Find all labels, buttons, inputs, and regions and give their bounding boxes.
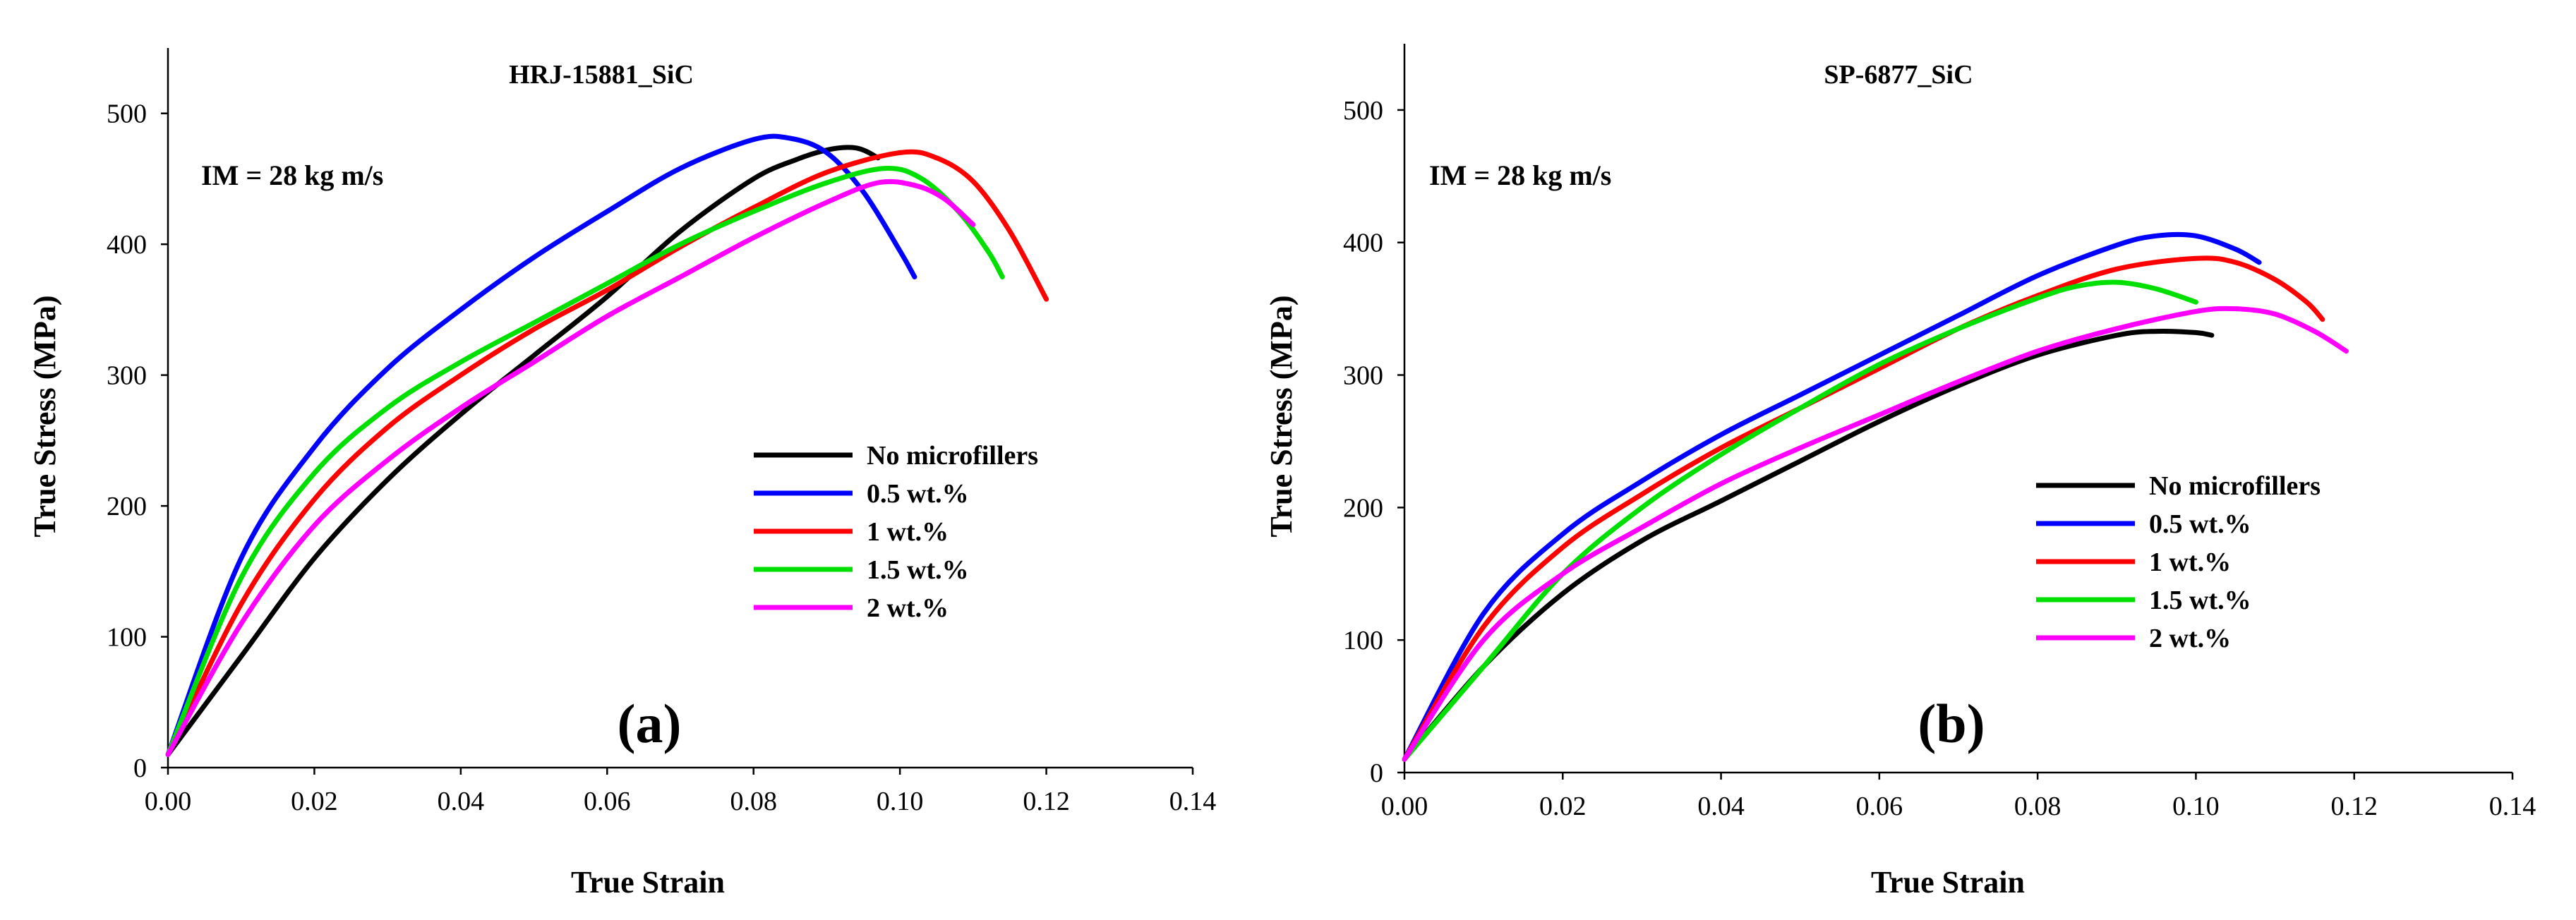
x-tick-label: 0.10 <box>2172 792 2220 821</box>
legend-label: No microfillers <box>867 441 1038 471</box>
series-line-1-wt <box>1402 255 2325 762</box>
legend-label: 0.5 wt.% <box>2149 509 2251 539</box>
legend-label: No microfillers <box>2149 471 2321 501</box>
legend-label: 0.5 wt.% <box>867 479 969 509</box>
y-tick-label: 300 <box>1343 361 1383 391</box>
y-tick-label: 300 <box>107 361 147 391</box>
y-tick-label: 200 <box>107 492 147 521</box>
x-tick-label: 0.12 <box>1023 787 1070 816</box>
series-line-1-5-wt <box>1402 279 2198 762</box>
panel-label-b: (b) <box>1918 693 1985 754</box>
x-tick-label: 0.14 <box>2489 792 2536 821</box>
x-axis-label-b: True Strain <box>1871 865 2025 900</box>
y-tick-label: 0 <box>133 753 147 783</box>
x-axis-label-a: True Strain <box>571 865 725 900</box>
x-tick-label: 0.06 <box>584 787 631 816</box>
y-tick-label: 100 <box>107 623 147 653</box>
series-line-0-5-wt <box>1402 231 2262 762</box>
x-tick-label: 0.08 <box>2014 792 2062 821</box>
x-tick-label: 0.04 <box>1697 792 1745 821</box>
x-tick-label: 0.14 <box>1169 787 1217 816</box>
x-tick-label: 0.12 <box>2330 792 2378 821</box>
series-line-2-wt <box>165 178 976 757</box>
chart-title-b: SP-6877_SiC <box>1824 60 1973 90</box>
series-line-0-5-wt <box>165 133 917 757</box>
x-tick-label: 0.06 <box>1856 792 1903 821</box>
legend-label: 1.5 wt.% <box>2149 586 2251 615</box>
x-tick-label: 0.02 <box>1539 792 1587 821</box>
x-tick-label: 0.00 <box>1381 792 1428 821</box>
y-tick-label: 200 <box>1343 493 1383 523</box>
x-tick-label: 0.10 <box>877 787 924 816</box>
series-line-no-microfillers <box>165 145 881 757</box>
legend-label: 2 wt.% <box>2149 624 2231 653</box>
legend-label: 2 wt.% <box>867 593 949 623</box>
im-annotation-b: IM = 28 kg m/s <box>1429 159 1611 191</box>
series-line-1-5-wt <box>165 166 1005 757</box>
chart-panel-b: True Stress (MPa) True Strain SP-6877_Si… <box>1264 44 2536 900</box>
y-axis-label-b: True Stress (MPa) <box>1264 296 1299 538</box>
y-tick-label: 400 <box>1343 229 1383 258</box>
y-tick-label: 100 <box>1343 626 1383 655</box>
x-tick-label: 0.08 <box>730 787 777 816</box>
y-axis-label-a: True Stress (MPa) <box>28 296 62 538</box>
legend-label: 1 wt.% <box>2149 547 2231 577</box>
legend-label: 1 wt.% <box>867 517 949 547</box>
y-tick-label: 500 <box>1343 96 1383 126</box>
series-line-2-wt <box>1402 305 2349 762</box>
legend-label: 1.5 wt.% <box>867 555 969 585</box>
panel-label-a: (a) <box>618 693 682 754</box>
x-tick-label: 0.02 <box>291 787 338 816</box>
y-tick-label: 0 <box>1370 758 1383 788</box>
y-tick-label: 500 <box>107 99 147 129</box>
im-annotation-a: IM = 28 kg m/s <box>201 159 383 191</box>
chart-panel-a: True Stress (MPa) True Strain HRJ-15881_… <box>28 48 1216 900</box>
series-line-no-microfillers <box>1402 328 2215 762</box>
y-tick-label: 400 <box>107 230 147 260</box>
series-line-1-wt <box>165 149 1049 757</box>
x-tick-label: 0.00 <box>145 787 192 816</box>
chart-title-a: HRJ-15881_SiC <box>509 60 694 90</box>
x-tick-label: 0.04 <box>438 787 485 816</box>
